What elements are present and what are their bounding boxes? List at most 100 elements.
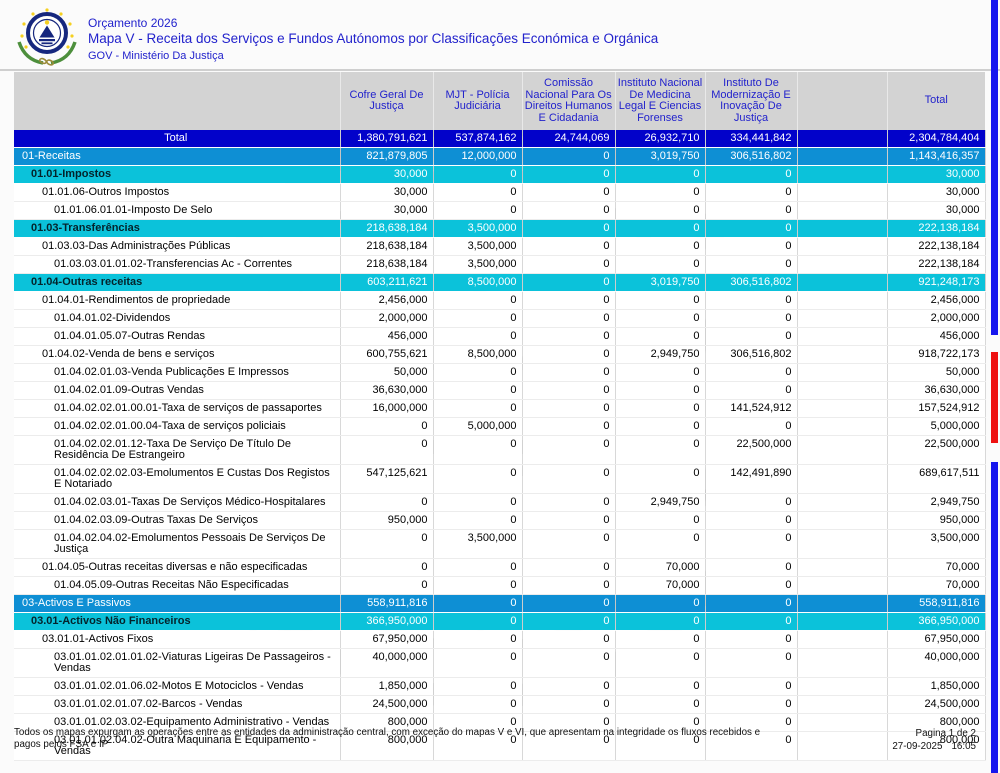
row-value: 0 [522, 612, 616, 631]
row-value: 0 [615, 731, 706, 761]
row-value: 0 [705, 363, 798, 382]
footer-meta: Pagina 1 de 2 27-09-2025 16:05 [892, 727, 976, 753]
row-value: 0 [705, 493, 798, 512]
row-value: 2,456,000 [340, 291, 434, 310]
row-value [797, 493, 888, 512]
row-value: 800,000 [340, 713, 434, 732]
row-value: 141,524,912 [705, 399, 798, 418]
row-label: 03.01.01.02.01.01.02-Viaturas Ligeiras D… [14, 648, 341, 678]
row-value: 0 [522, 183, 616, 202]
budget-table: Cofre Geral De Justiça MJT - Polícia Jud… [14, 72, 986, 761]
table-row: 01.04.02.02.01.00.04-Taxa de serviços po… [14, 417, 986, 436]
row-label: 01.04.01.05.07-Outras Rendas [14, 327, 341, 346]
row-value: 30,000 [340, 165, 434, 184]
row-value: 1,850,000 [887, 677, 986, 696]
row-value: 0 [522, 273, 616, 292]
page-number: Pagina 1 de 2 [915, 728, 976, 739]
row-value [797, 273, 888, 292]
row-value [797, 435, 888, 465]
row-value: 0 [522, 345, 616, 364]
row-label: 01.01.06-Outros Impostos [14, 183, 341, 202]
row-value: 0 [705, 327, 798, 346]
row-value: 70,000 [615, 558, 706, 577]
table-row: 01.04.02.01.09-Outras Vendas 36,630,000 0 0… [14, 381, 986, 400]
row-value: 0 [433, 612, 523, 631]
row-value: 36,630,000 [887, 381, 986, 400]
row-value: 0 [433, 309, 523, 328]
table-row: 01.04.02.02.01.12-Taxa De Serviço De Tít… [14, 435, 986, 465]
page-title: Mapa V - Receita dos Serviços e Fundos A… [88, 31, 659, 46]
table-row: 03.01.01-Activos Fixos 67,950,000 0 0 0 0 67,9… [14, 630, 986, 649]
table-row: 01.04.02.02.01.00.01-Taxa de serviços de… [14, 399, 986, 418]
row-label: 03-Activos E Passivos [14, 594, 341, 613]
row-label: 01-Receitas [14, 147, 341, 166]
row-value: 0 [705, 511, 798, 530]
row-label: 01.04-Outras receitas [14, 273, 341, 292]
row-value: 24,500,000 [340, 695, 434, 714]
row-value: 26,932,710 [615, 130, 706, 148]
table-row: 01.04.02.02.02.03-Emolumentos E Custas D… [14, 464, 986, 494]
column-header-row-label [14, 72, 340, 130]
row-value: 0 [433, 183, 523, 202]
row-value: 558,911,816 [340, 594, 434, 613]
row-value [797, 529, 888, 559]
row-value: 306,516,802 [705, 273, 798, 292]
row-value: 0 [615, 464, 706, 494]
table-row: 01.04.05.09-Outras Receitas Não Especifi… [14, 576, 986, 595]
row-value: 0 [340, 529, 434, 559]
row-value [797, 363, 888, 382]
row-value: 0 [705, 612, 798, 631]
row-value: 0 [615, 594, 706, 613]
print-date: 27-09-2025 [892, 741, 943, 752]
row-value: 50,000 [887, 363, 986, 382]
row-value [797, 417, 888, 436]
row-value: 0 [705, 255, 798, 274]
row-value [797, 381, 888, 400]
row-value: 0 [615, 399, 706, 418]
table-row: 01-Receitas 821,879,805 12,000,000 0 3,019,7… [14, 147, 986, 166]
row-value [797, 130, 888, 148]
row-value: 0 [615, 237, 706, 256]
row-value: 24,744,069 [522, 130, 616, 148]
row-value: 0 [340, 576, 434, 595]
row-value: 366,950,000 [887, 612, 986, 631]
row-value: 0 [615, 435, 706, 465]
row-value: 24,500,000 [887, 695, 986, 714]
row-value: 2,949,750 [615, 345, 706, 364]
row-value: 0 [433, 291, 523, 310]
row-value [797, 165, 888, 184]
row-value: 2,949,750 [615, 493, 706, 512]
column-header-row: Cofre Geral De Justiça MJT - Polícia Jud… [14, 72, 985, 130]
row-value: 0 [615, 219, 706, 238]
print-time: 16:05 [951, 741, 976, 752]
table-row: 03-Activos E Passivos 558,911,816 0 0 0 0 558,… [14, 594, 986, 613]
row-value: 30,000 [887, 165, 986, 184]
table-row: 01.04.01.02-Dividendos 2,000,000 0 0 0 0 2,000… [14, 309, 986, 328]
row-value: 5,000,000 [887, 417, 986, 436]
row-value [797, 695, 888, 714]
row-value: 222,138,184 [887, 219, 986, 238]
print-datetime: 27-09-2025 16:05 [892, 740, 976, 753]
table-row: 01.03.03.01.01.02-Transferencias Ac - Co… [14, 255, 986, 274]
row-label: 03.01.01.02.04.02-Outra Maquinaria E Equ… [14, 731, 341, 761]
row-value: 12,000,000 [433, 147, 523, 166]
row-value: 1,850,000 [340, 677, 434, 696]
row-value: 0 [705, 695, 798, 714]
row-label: Total [14, 130, 341, 148]
table-row: 01.04.02-Venda de bens e serviços 600,755… [14, 345, 986, 364]
row-value: 0 [433, 594, 523, 613]
column-header-total: Total [886, 72, 985, 130]
row-value: 22,500,000 [705, 435, 798, 465]
row-label: 03.01.01.02.01.07.02-Barcos - Vendas [14, 695, 341, 714]
row-label: 01.04.02.02.01.00.04-Taxa de serviços po… [14, 417, 341, 436]
row-value: 218,638,184 [340, 237, 434, 256]
row-value: 0 [433, 677, 523, 696]
row-value: 0 [705, 381, 798, 400]
row-value: 8,500,000 [433, 345, 523, 364]
row-value: 547,125,621 [340, 464, 434, 494]
row-value: 0 [522, 695, 616, 714]
row-value: 67,950,000 [340, 630, 434, 649]
flag-stripe-blue-bottom [991, 462, 998, 773]
row-value: 921,248,173 [887, 273, 986, 292]
row-value: 0 [522, 648, 616, 678]
